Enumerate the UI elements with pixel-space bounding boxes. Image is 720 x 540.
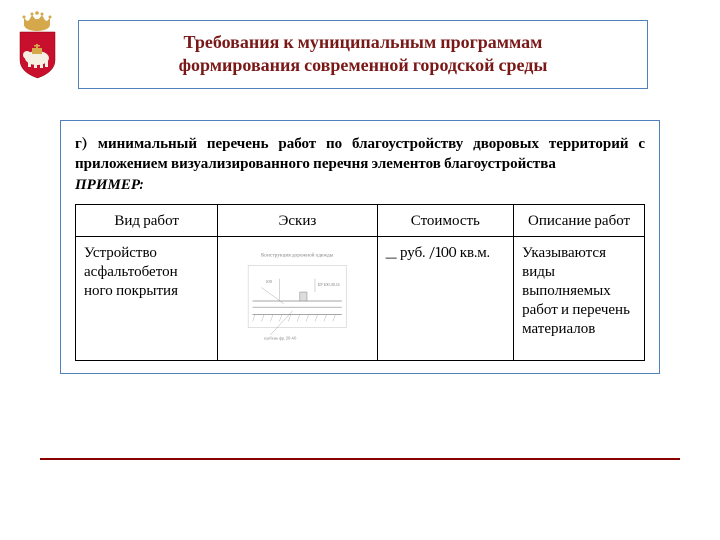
page-title: Требования к муниципальным программам фо…	[95, 31, 631, 78]
cell-sketch: Конструкция дорожной одежды	[218, 236, 377, 360]
divider-line	[40, 458, 680, 460]
title-box: Требования к муниципальным программам фо…	[78, 20, 648, 89]
sketch-diagram: Конструкция дорожной одежды	[226, 243, 368, 350]
cell-work-type: Устройство асфальтобетон ного покрытия	[76, 236, 218, 360]
subsection-body: минимальный перечень работ по благоустро…	[75, 134, 645, 172]
th-work-type: Вид работ	[76, 204, 218, 236]
th-description: Описание работ	[514, 204, 645, 236]
svg-text:щебень фр. 20-40: щебень фр. 20-40	[264, 336, 297, 341]
svg-text:100: 100	[266, 280, 273, 285]
title-line-2: формирования современной городской среды	[179, 55, 548, 76]
cell-description: Указываются виды выполняемых работ и пер…	[514, 236, 645, 360]
subsection-text: г) минимальный перечень работ по благоус…	[75, 133, 645, 194]
emblem-svg	[10, 10, 65, 80]
svg-text:Конструкция дорожной одежды: Конструкция дорожной одежды	[261, 251, 334, 258]
cell-cost: __ руб. /100 кв.м.	[377, 236, 514, 360]
content-box: г) минимальный перечень работ по благоус…	[60, 120, 660, 374]
emblem-coat-of-arms	[10, 10, 65, 80]
svg-text:БР 100.30.15: БР 100.30.15	[318, 283, 340, 288]
subsection-label: г)	[75, 134, 88, 152]
table-row: Устройство асфальтобетон ного покрытия К…	[76, 236, 645, 360]
title-line-1: Требования к муниципальным программам	[184, 32, 543, 53]
example-label: ПРИМЕР:	[75, 175, 143, 193]
table-header-row: Вид работ Эскиз Стоимость Описание работ	[76, 204, 645, 236]
th-cost: Стоимость	[377, 204, 514, 236]
example-table: Вид работ Эскиз Стоимость Описание работ…	[75, 204, 645, 361]
th-sketch: Эскиз	[218, 204, 377, 236]
